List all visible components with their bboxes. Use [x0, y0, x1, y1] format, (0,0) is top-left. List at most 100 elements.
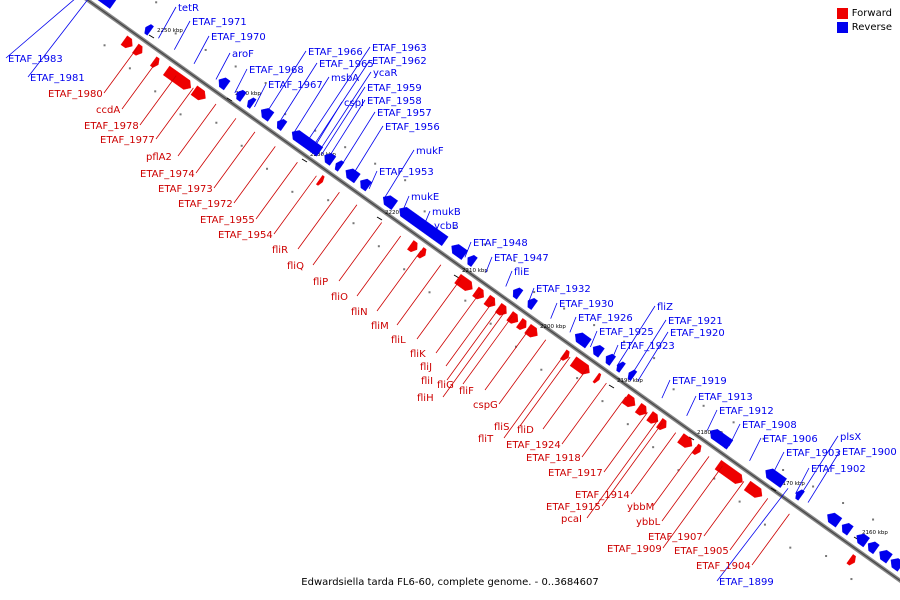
forward-feature — [646, 411, 659, 424]
gene-label-ybbm: ybbM — [627, 502, 654, 513]
forward-feature — [524, 323, 538, 338]
tick-mark — [148, 34, 155, 39]
reverse-feature — [291, 130, 324, 157]
leader-line — [158, 6, 177, 39]
minor-mark — [374, 162, 377, 165]
minor-mark — [284, 113, 287, 116]
reverse-feature — [841, 522, 854, 536]
minor-mark — [763, 523, 766, 526]
gene-label-flin: fliN — [351, 307, 368, 318]
gene-label-etaf-1912: ETAF_1912 — [719, 406, 774, 417]
leader-line — [751, 513, 790, 566]
gene-label-etaf-1907: ETAF_1907 — [648, 532, 703, 543]
leader-line — [706, 409, 718, 431]
leader-line — [273, 175, 317, 235]
minor-mark — [623, 340, 626, 343]
minor-mark — [154, 90, 157, 93]
gene-label-ycar: ycaR — [373, 68, 398, 79]
minor-mark — [204, 48, 207, 51]
minor-mark — [314, 129, 317, 132]
tick-mark — [226, 97, 233, 102]
leader-line — [368, 170, 378, 190]
reverse-feature — [867, 541, 880, 555]
forward-feature — [454, 273, 473, 291]
tick-mark — [453, 274, 460, 279]
gene-label-msba: msbA — [331, 73, 359, 84]
forward-feature — [516, 318, 527, 331]
reverse-feature — [345, 168, 361, 184]
leader-line — [795, 467, 810, 494]
gene-label-etaf-1920: ETAF_1920 — [670, 328, 725, 339]
tick-mark — [608, 384, 615, 389]
reverse-feature — [827, 512, 843, 528]
leader-line — [716, 488, 789, 582]
minor-mark — [377, 245, 380, 248]
reverse-feature — [527, 297, 538, 310]
minor-mark — [266, 167, 269, 170]
reverse-feature — [592, 345, 605, 358]
forward-feature — [846, 554, 856, 566]
gene-label-etaf-1904: ETAF_1904 — [696, 561, 751, 572]
forward-feature — [560, 349, 570, 361]
forward-feature — [691, 443, 702, 456]
leader-line — [422, 210, 431, 228]
tick-label: 2160 kbp — [862, 530, 888, 536]
gene-label-etaf-1967: ETAF_1967 — [268, 80, 323, 91]
leader-line — [338, 222, 383, 282]
leader-line — [616, 305, 656, 367]
leader-line — [277, 62, 318, 125]
leader-line — [630, 319, 667, 377]
reverse-feature — [276, 118, 288, 131]
gene-label-etaf-1924: ETAF_1924 — [506, 440, 561, 451]
gene-label-etaf-1983: ETAF_1983 — [8, 54, 63, 65]
gene-label-etaf-1914: ETAF_1914 — [575, 490, 630, 501]
legend-forward-label: Forward — [851, 8, 892, 19]
leader-line — [686, 395, 697, 417]
gene-label-tetr: tetR — [178, 3, 199, 14]
tick-label: 2210 kbp — [462, 268, 488, 274]
gene-label-etaf-1917: ETAF_1917 — [548, 468, 603, 479]
forward-feature — [592, 372, 602, 384]
gene-label-flih: fliH — [417, 393, 434, 404]
leader-line — [561, 382, 607, 445]
minor-mark — [540, 368, 543, 371]
gene-label-etaf-1918: ETAF_1918 — [526, 453, 581, 464]
gene-label-flij: fliJ — [420, 362, 432, 373]
leader-line — [376, 250, 422, 312]
reverse-feature — [605, 353, 617, 366]
leader-line — [193, 35, 210, 64]
gene-label-etaf-1908: ETAF_1908 — [742, 420, 797, 431]
minor-mark — [812, 485, 815, 488]
leader-line — [351, 125, 384, 177]
minor-mark — [404, 179, 407, 182]
leader-line — [213, 131, 256, 189]
reverse-feature — [451, 244, 469, 260]
minor-mark — [234, 65, 237, 68]
leader-line — [581, 396, 627, 458]
gene-label-etaf-1957: ETAF_1957 — [377, 108, 432, 119]
forward-feature — [569, 356, 590, 375]
gene-label-etaf-1966: ETAF_1966 — [308, 47, 363, 58]
reverse-feature — [334, 160, 345, 172]
leader-line — [586, 419, 659, 519]
reverse-feature — [467, 254, 478, 267]
leader-line — [139, 75, 177, 126]
minor-mark — [738, 500, 741, 503]
genome-axis — [84, 0, 900, 584]
gene-label-pcai: pcaI — [561, 514, 582, 525]
leader-line — [5, 0, 75, 59]
leader-line — [550, 302, 558, 319]
reverse-feature — [260, 108, 275, 122]
minor-mark — [713, 477, 716, 480]
gene-label-flim: fliM — [371, 321, 389, 332]
leader-line — [527, 287, 535, 303]
minor-mark — [626, 423, 629, 426]
forward-swatch — [836, 8, 848, 19]
gene-label-etaf-1978: ETAF_1978 — [84, 121, 139, 132]
forward-feature — [677, 433, 693, 448]
forward-feature — [494, 302, 507, 316]
forward-feature — [634, 402, 647, 416]
leader-line — [416, 278, 462, 340]
minor-mark — [327, 199, 330, 202]
leader-line — [383, 149, 415, 200]
